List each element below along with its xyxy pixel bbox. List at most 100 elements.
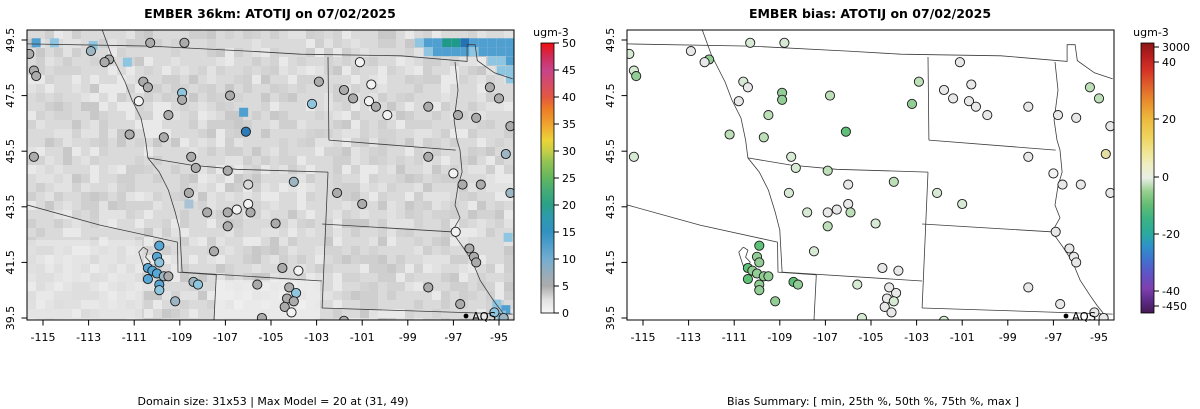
grid-cell [432,165,441,174]
station-point [966,79,977,90]
x-axis-tick-label: -101 [350,331,375,344]
grid-cell [153,291,162,300]
station-point [870,218,881,229]
grid-cell [378,138,387,147]
grid-cell [36,48,45,57]
grid-cell [306,30,315,39]
station-point [745,37,756,48]
grid-cell [288,237,297,246]
grid-cell [504,255,513,264]
grid-cell [369,246,378,255]
grid-cell [81,129,90,138]
grid-cell [90,192,99,201]
grid-cell [270,192,279,201]
grid-cell [378,147,387,156]
station-point [370,101,381,112]
grid-cell [423,57,432,66]
grid-cell [297,201,306,210]
highlight-grid-cell [442,47,452,57]
grid-cell [144,147,153,156]
grid-cell [63,183,72,192]
grid-cell [198,138,207,147]
station-point [763,110,774,121]
grid-cell [63,102,72,111]
grid-cell [351,111,360,120]
grid-cell [261,192,270,201]
grid-cell [342,57,351,66]
station-point [1093,93,1105,104]
grid-cell [207,255,216,264]
grid-cell [441,156,450,165]
grid-cell [162,102,171,111]
grid-cell [378,273,387,282]
grid-cell [288,30,297,39]
grid-cell [207,66,216,75]
grid-cell [378,129,387,138]
grid-cell [432,75,441,84]
grid-cell [459,264,468,273]
grid-cell [306,219,315,228]
grid-cell [45,75,54,84]
grid-cell [207,291,216,300]
station-point [455,299,466,310]
grid-cell [279,138,288,147]
station-point [1048,168,1059,179]
grid-cell [324,228,333,237]
grid-cell [45,102,54,111]
state-border-line [927,56,930,141]
grid-cell [135,201,144,210]
highlight-grid-cell [423,47,433,57]
grid-cell [252,48,261,57]
station-point [790,162,801,173]
grid-cell [486,147,495,156]
grid-cell [153,192,162,201]
state-border-line [813,274,817,320]
grid-cell [117,93,126,102]
station-point [957,198,968,210]
station-point [291,287,302,299]
grid-cell [477,228,486,237]
grid-cell [261,102,270,111]
station-point [1023,101,1034,112]
station-point [170,296,181,307]
station-point [822,165,833,176]
x-axis-tick-label: -107 [213,331,238,344]
station-point [877,262,888,274]
grid-cell [297,66,306,75]
grid-cell [414,66,423,75]
grid-cell [63,66,72,75]
grid-cell [315,111,324,120]
colorbar-tick-label: 45 [562,64,576,77]
grid-cell [126,210,135,219]
grid-cell [234,219,243,228]
grid-cell [414,138,423,147]
grid-cell [504,291,513,300]
grid-cell [306,48,315,57]
grid-cell [36,75,45,84]
grid-cell [162,66,171,75]
station-points [27,37,514,320]
grid-cell [117,210,126,219]
station-point [843,179,854,190]
bias-colorbar-units-label: ugm-3 [1133,26,1169,39]
grid-cell [261,228,270,237]
grid-cell [261,75,270,84]
x-axis-tick-label: -111 [122,331,147,344]
grid-cell [171,111,180,120]
grid-cell [198,84,207,93]
station-point [284,282,295,293]
grid-cell [144,309,153,318]
grid-cell [99,192,108,201]
colorbar-tick-label: 25 [562,172,576,185]
grid-cell [144,237,153,246]
grid-cell [243,75,252,84]
state-border-line [1051,150,1104,314]
grid-cell [450,210,459,219]
grid-cell [423,246,432,255]
grid-cell [396,165,405,174]
grid-cell [252,210,261,219]
grid-cell [90,165,99,174]
grid-cell [405,111,414,120]
grid-cell [306,39,315,48]
